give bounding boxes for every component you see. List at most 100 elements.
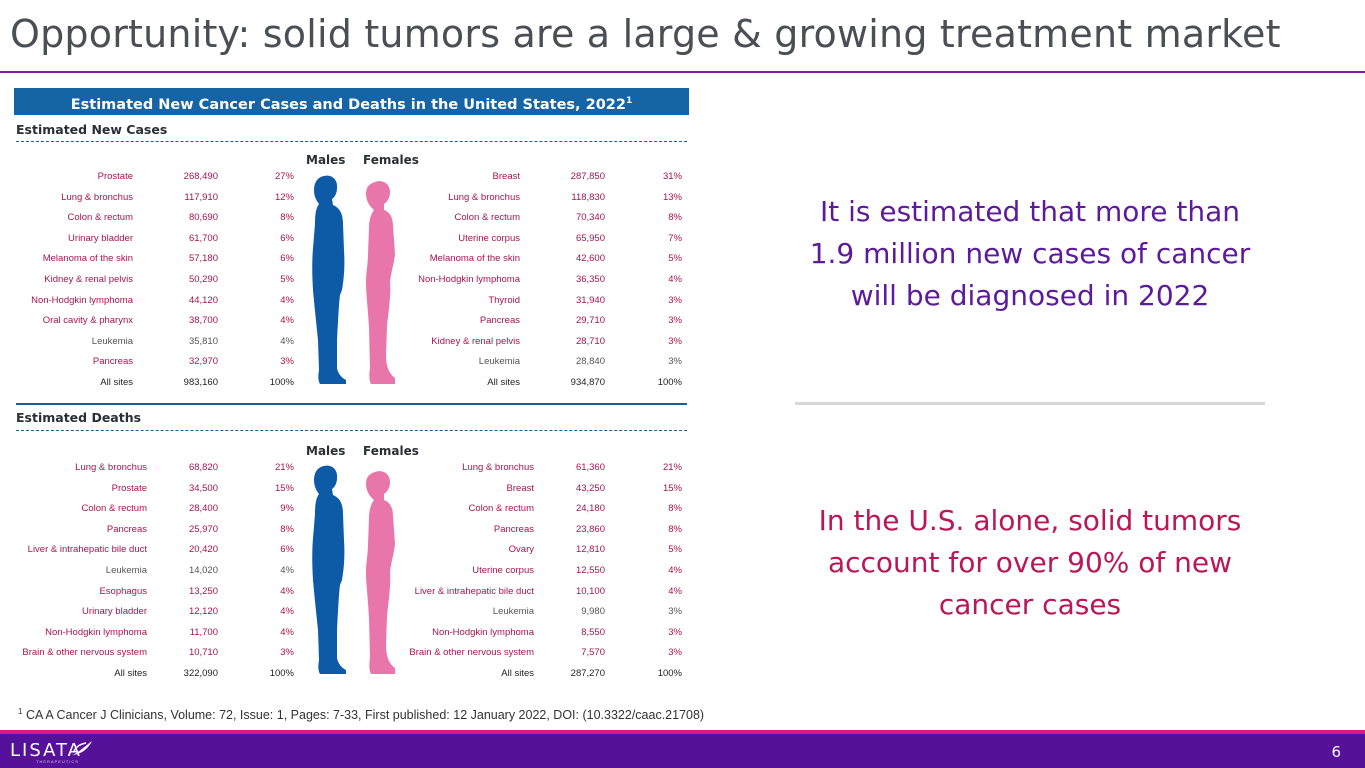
males-new-cases-count: 80,690 [188, 212, 218, 224]
males-new-cases-pct: 4% [280, 335, 294, 347]
males-new-cases-count: 61,700 [188, 232, 218, 244]
females-deaths-site: All sites [501, 668, 534, 679]
females-deaths-site: Leukemia [492, 606, 534, 618]
males-deaths-count: 10,710 [188, 647, 218, 659]
footnote-marker: 1 [18, 707, 23, 716]
title-divider [0, 71, 1365, 73]
females-deaths-count: 43,250 [575, 482, 605, 494]
males-new-cases-site: Prostate [97, 171, 133, 182]
males-deaths-count: 13,250 [188, 585, 218, 597]
males-new-cases-site: Non-Hodgkin lymphoma [31, 294, 133, 306]
males-deaths-count: 34,500 [188, 482, 218, 494]
footnote: 1 CA A Cancer J Clinicians, Volume: 72, … [18, 707, 704, 722]
page-number: 6 [1331, 743, 1341, 761]
new-cases-heading: Estimated New Cases [16, 122, 168, 137]
section-divider [16, 403, 687, 405]
females-new-cases-site: Uterine corpus [458, 232, 520, 244]
females-new-cases-count: 65,950 [575, 232, 605, 244]
males-new-cases-site: Oral cavity & pharynx [42, 315, 133, 327]
females-new-cases-pct: 13% [662, 191, 682, 203]
females-deaths-pct: 3% [668, 626, 682, 638]
females-deaths-site: Uterine corpus [472, 565, 534, 576]
males-deaths-site: Non-Hodgkin lymphoma [45, 626, 147, 638]
males-deaths-count: 12,120 [188, 606, 218, 618]
new-cases-males-label: Males [306, 153, 346, 167]
callout-solid-tumors: In the U.S. alone, solid tumors account … [818, 504, 1242, 621]
females-deaths-site: Pancreas [493, 523, 534, 535]
males-deaths-site: Pancreas [106, 523, 147, 535]
females-deaths-count: 8,550 [581, 626, 605, 638]
females-new-cases-pct: 4% [668, 274, 682, 285]
males-deaths-count: 14,020 [188, 565, 218, 576]
company-logo: LISATA [10, 740, 82, 761]
male-figure-icon [312, 465, 346, 674]
males-deaths-count: 68,820 [188, 462, 218, 473]
males-new-cases-site: Urinary bladder [68, 232, 133, 244]
females-deaths-pct: 21% [662, 462, 682, 473]
males-deaths-pct: 100% [269, 668, 294, 679]
males-new-cases-pct: 27% [274, 171, 294, 182]
females-new-cases-pct: 3% [668, 335, 682, 347]
females-new-cases-pct: 100% [657, 377, 682, 388]
males-new-cases-count: 38,700 [188, 315, 218, 327]
males-deaths-pct: 8% [280, 523, 294, 535]
males-new-cases-site: Leukemia [91, 335, 133, 347]
new-cases-dashed-rule [16, 141, 687, 142]
logo-leaf-icon [72, 741, 92, 755]
females-new-cases-pct: 31% [662, 171, 682, 182]
males-new-cases-count: 32,970 [188, 356, 218, 368]
females-deaths-count: 24,180 [575, 503, 605, 515]
females-new-cases-pct: 5% [668, 253, 682, 265]
table-banner: Estimated New Cancer Cases and Deaths in… [14, 88, 689, 115]
deaths-heading: Estimated Deaths [16, 410, 142, 425]
female-figure-icon [366, 471, 395, 674]
males-deaths-site: Esophagus [99, 585, 147, 597]
females-new-cases-count: 31,940 [575, 294, 605, 306]
males-deaths-site: Leukemia [105, 565, 147, 576]
males-new-cases-pct: 6% [280, 232, 294, 244]
males-new-cases-count: 57,180 [188, 253, 218, 265]
males-deaths-pct: 3% [280, 647, 294, 659]
females-new-cases-count: 42,600 [575, 253, 605, 265]
females-deaths-count: 10,100 [575, 585, 605, 597]
males-new-cases-pct: 12% [274, 191, 294, 203]
males-deaths-site: Liver & intrahepatic bile duct [27, 544, 147, 556]
callout-new-cases: It is estimated that more than 1.9 milli… [809, 195, 1251, 312]
females-deaths-count: 12,810 [575, 544, 605, 556]
males-new-cases-pct: 4% [280, 315, 294, 327]
females-new-cases-count: 287,850 [570, 171, 605, 182]
females-deaths-count: 7,570 [581, 647, 605, 659]
males-new-cases-site: Kidney & renal pelvis [44, 274, 133, 285]
females-deaths-site: Non-Hodgkin lymphoma [432, 626, 534, 638]
females-deaths-count: 12,550 [575, 565, 605, 576]
footer-bar [0, 734, 1365, 768]
females-deaths-pct: 8% [668, 503, 682, 515]
females-new-cases-count: 118,830 [571, 191, 605, 203]
females-new-cases-site: Lung & bronchus [448, 191, 520, 203]
males-new-cases-count: 983,160 [183, 377, 218, 388]
females-deaths-pct: 100% [657, 668, 682, 679]
males-new-cases-site: All sites [100, 377, 133, 388]
females-deaths-site: Lung & bronchus [462, 462, 534, 473]
males-deaths-pct: 9% [280, 503, 294, 515]
males-deaths-pct: 4% [280, 606, 294, 618]
females-deaths-pct: 3% [668, 647, 682, 659]
females-new-cases-site: Non-Hodgkin lymphoma [418, 274, 520, 285]
female-figure-icon [366, 181, 395, 384]
females-new-cases-pct: 3% [668, 356, 682, 368]
males-deaths-pct: 4% [280, 565, 294, 576]
females-new-cases-count: 36,350 [575, 274, 605, 285]
females-new-cases-site: Leukemia [478, 356, 520, 368]
males-new-cases-site: Colon & rectum [67, 212, 133, 224]
females-deaths-pct: 15% [662, 482, 682, 494]
males-new-cases-pct: 3% [280, 356, 294, 368]
males-deaths-site: Colon & rectum [81, 503, 147, 515]
males-deaths-site: All sites [114, 668, 147, 679]
males-new-cases-count: 50,290 [188, 274, 218, 285]
deaths-females-label: Females [363, 444, 419, 458]
females-new-cases-site: Breast [492, 171, 520, 182]
males-new-cases-pct: 100% [269, 377, 294, 388]
females-deaths-pct: 4% [668, 585, 682, 597]
females-new-cases-site: All sites [487, 377, 520, 388]
males-deaths-site: Urinary bladder [82, 606, 147, 618]
